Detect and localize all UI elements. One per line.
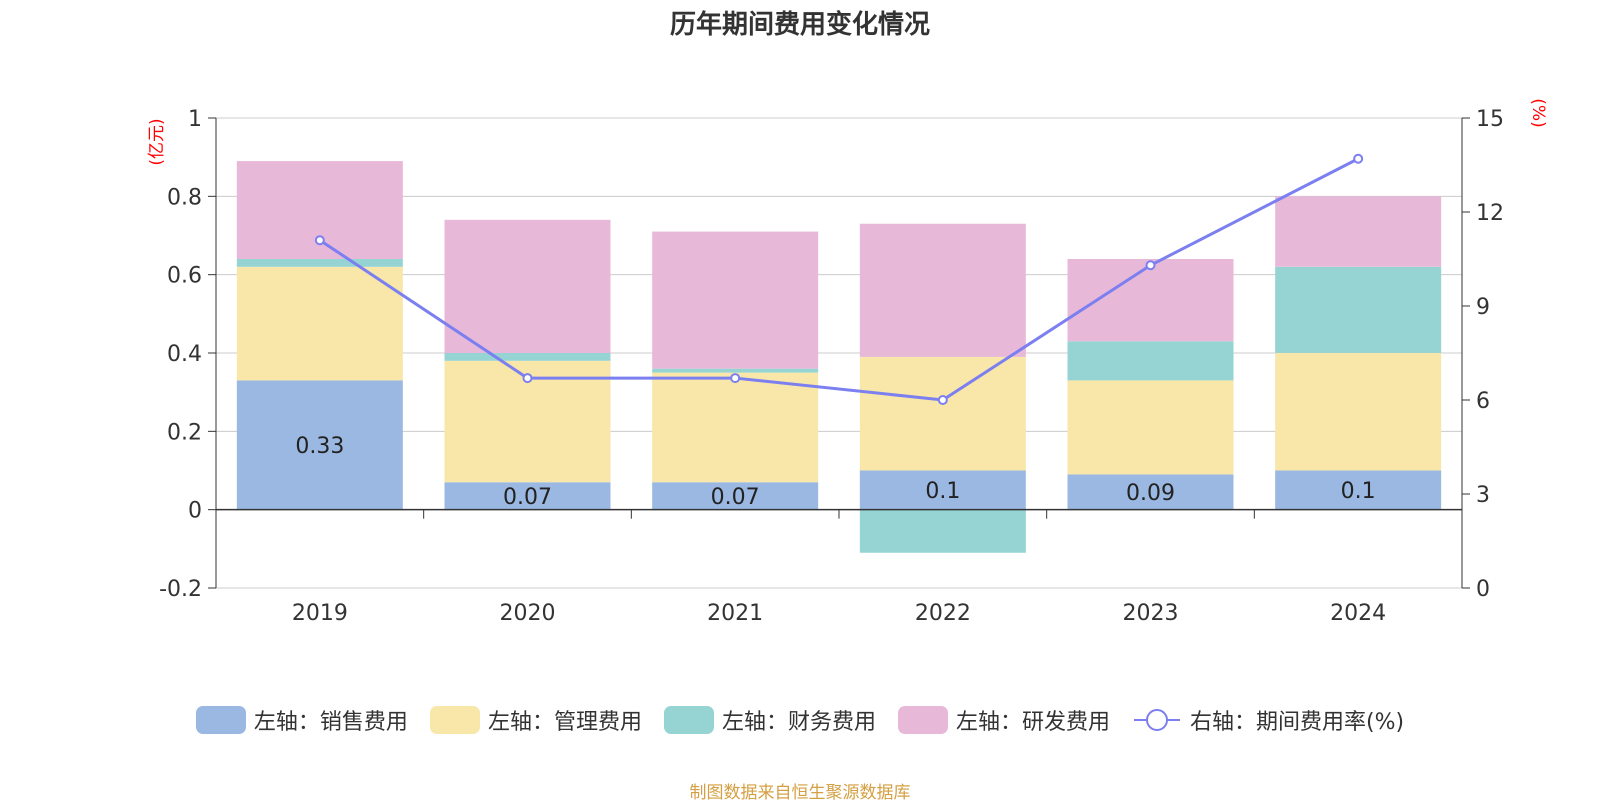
legend-label-expense-rate: 右轴：期间费用率(%) (1189, 710, 1405, 735)
rate-point (314, 235, 325, 246)
bar-segment (652, 482, 819, 510)
legend-swatch-sales (195, 706, 246, 734)
bar-segment (652, 231, 819, 369)
bar-segment (1275, 353, 1442, 471)
legend-item-sales[interactable]: 左轴：销售费用 (195, 704, 408, 736)
bar-segment (652, 372, 819, 483)
legend-item-rnd[interactable]: 左轴：研发费用 (897, 704, 1110, 736)
bar-segment (1275, 266, 1442, 353)
bar-segment (236, 259, 403, 267)
right-axis-tick-label: 15 (1476, 107, 1504, 132)
legend-label-rnd: 左轴：研发费用 (955, 710, 1110, 735)
chart-title: 历年期间费用变化情况 (669, 10, 930, 40)
bar-segment (1067, 474, 1234, 510)
bar-segment (444, 482, 611, 510)
left-axis-tick-label: 1 (188, 107, 202, 132)
right-axis-unit-label: (%) (1528, 98, 1548, 127)
rate-point (1353, 153, 1364, 164)
bar-segment (444, 353, 611, 361)
category-label: 2023 (1123, 601, 1179, 626)
legend-swatch-finance (663, 706, 714, 734)
left-axis-tick-label: 0.2 (167, 420, 202, 445)
bar-segment (859, 509, 1026, 553)
rate-point (522, 373, 533, 384)
left-axis-tick-label: 0.8 (167, 185, 202, 210)
category-label: 2019 (292, 601, 348, 626)
bar-data-label: 0.07 (711, 485, 760, 510)
legend-swatch-admin (429, 706, 480, 734)
rate-point (1145, 260, 1156, 271)
bar-segment (444, 219, 611, 353)
left-axis-tick-label: -0.2 (159, 577, 202, 602)
bar-data-label: 0.07 (503, 485, 552, 510)
rate-point (937, 395, 948, 405)
legend-item-expense-rate[interactable]: 右轴：期间费用率(%) (1132, 704, 1404, 736)
legend-item-admin[interactable]: 左轴：管理费用 (429, 704, 642, 736)
bar-data-label: 0.1 (1341, 479, 1376, 504)
legend-label-admin: 左轴：管理费用 (487, 710, 642, 735)
category-label: 2020 (500, 601, 556, 626)
category-label: 2022 (915, 601, 971, 626)
left-axis-unit-label: (亿元) (147, 118, 167, 165)
bar-segment (859, 223, 1026, 357)
source-note: 制图数据来自恒生聚源数据库 (689, 783, 911, 803)
rate-point (730, 373, 741, 384)
legend-item-finance[interactable]: 左轴：财务费用 (663, 704, 876, 736)
left-axis-tick-label: 0.6 (167, 264, 202, 289)
right-axis-tick-label: 3 (1476, 483, 1490, 508)
bar-segment (1275, 470, 1442, 510)
legend-label-finance: 左轴：财务费用 (721, 710, 876, 735)
legend-line-marker-icon (1133, 709, 1180, 731)
bar-segment (652, 368, 819, 373)
bar-segment (859, 470, 1026, 510)
category-label: 2024 (1330, 601, 1386, 626)
right-axis-tick-label: 9 (1476, 295, 1490, 320)
bar-segment (859, 356, 1026, 471)
left-axis-tick-label: 0.4 (167, 342, 202, 367)
bar-data-label: 0.33 (295, 434, 344, 459)
bar-segment (1067, 341, 1234, 381)
bar-data-label: 0.09 (1126, 481, 1175, 506)
right-axis-tick-label: 12 (1476, 201, 1504, 226)
right-axis-tick-label: 0 (1476, 577, 1490, 602)
right-axis-tick-label: 6 (1476, 389, 1490, 414)
bar-data-label: 0.1 (925, 479, 960, 504)
chart-legend: 左轴：销售费用 左轴：管理费用 左轴：财务费用 左轴：研发费用 右轴：期间费用率… (0, 700, 1600, 740)
left-axis-tick-label: 0 (188, 499, 202, 524)
chart-plot: -0.2 0 0.2 0.4 0.6 0.8 1 0 3 6 9 12 15 (亿元) (%) 0.33 0.0… (147, 98, 1548, 626)
legend-label-sales: 左轴：销售费用 (253, 710, 408, 735)
bar-segment (1067, 380, 1234, 475)
rate-line (319, 157, 1359, 402)
bar-segment (236, 380, 403, 510)
bar-segment (236, 266, 403, 381)
bar-segment (1067, 259, 1234, 342)
category-label: 2021 (707, 601, 763, 626)
bar-segment (1275, 196, 1442, 267)
legend-swatch-rnd (897, 706, 948, 734)
